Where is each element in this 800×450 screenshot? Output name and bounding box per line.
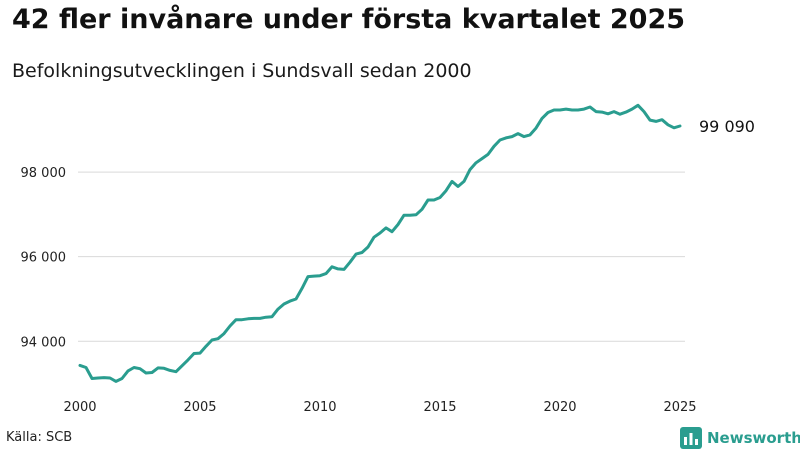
newsworthy-logo[interactable]: Newsworthy: [680, 427, 800, 449]
chart-title: 42 fler invånare under första kvartalet …: [12, 4, 686, 35]
x-tick-label: 2020: [543, 400, 576, 415]
line-chart: 94 000 96 000 98 000 2000 2005 2010 2015 2020 20…: [21, 103, 755, 415]
x-tick-label: 2010: [303, 400, 336, 415]
source-label: Källa: SCB: [6, 430, 73, 445]
x-tick-label: 2005: [183, 400, 216, 415]
end-value-label: 99 090: [699, 117, 755, 136]
y-tick-label: 96 000: [21, 251, 67, 266]
newsworthy-logo-icon: [680, 427, 702, 449]
newsworthy-logo-text: Newsworthy: [707, 429, 800, 447]
x-tick-label: 2015: [423, 400, 456, 415]
y-tick-label: 94 000: [21, 335, 67, 350]
x-tick-label: 2025: [663, 400, 696, 415]
y-tick-label: 98 000: [21, 166, 67, 181]
chart-subtitle: Befolkningsutvecklingen i Sundsvall seda…: [12, 60, 472, 82]
x-tick-label: 2000: [63, 400, 96, 415]
series-line-befolkning: [78, 103, 682, 383]
